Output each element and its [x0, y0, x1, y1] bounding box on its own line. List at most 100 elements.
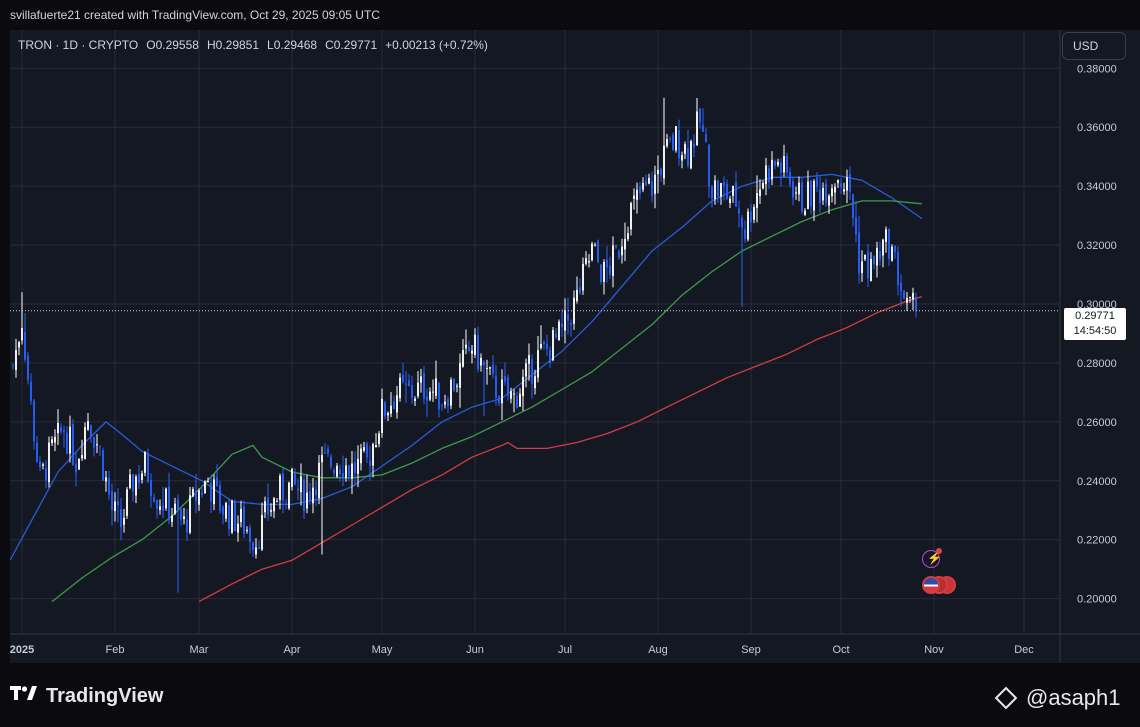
candle-body: [846, 177, 848, 191]
candle-body: [105, 477, 107, 482]
candle-body: [72, 424, 74, 466]
candle-body: [336, 465, 338, 477]
candle-body: [519, 393, 521, 407]
candle-body: [798, 182, 800, 195]
candle-body: [540, 343, 542, 348]
created-credit: svillafuerte21 created with TradingView.…: [10, 8, 380, 22]
tradingview-logo-icon: [10, 684, 38, 708]
candle-body: [609, 265, 611, 275]
candle-body: [630, 203, 632, 230]
candle-body: [681, 155, 683, 161]
candle-body: [111, 490, 113, 511]
candle-body: [885, 229, 887, 243]
candle-body: [495, 375, 497, 399]
candle-body: [624, 238, 626, 250]
price-chart[interactable]: 0.200000.220000.240000.260000.280000.300…: [10, 30, 1140, 663]
candle-body: [534, 376, 536, 389]
candle-body: [93, 436, 95, 448]
candle-body: [288, 482, 290, 509]
candle-body: [507, 377, 509, 396]
candle-body: [411, 385, 413, 398]
candle-body: [651, 181, 653, 197]
candle-body: [279, 475, 281, 501]
candle-body: [762, 182, 764, 189]
candle-body: [879, 251, 881, 260]
candle-body: [249, 527, 251, 543]
candle-body: [240, 508, 242, 523]
candle-body: [849, 174, 851, 192]
candle-body: [204, 481, 206, 494]
candle-body: [525, 363, 527, 377]
candle-body: [771, 159, 773, 180]
candle-body: [156, 500, 158, 509]
candle-body: [831, 188, 833, 197]
candle-body: [876, 247, 878, 266]
candle-body: [33, 400, 35, 442]
candle-body: [576, 289, 578, 302]
price-axis-label: 0.22000: [1077, 535, 1117, 547]
candle-body: [522, 376, 524, 397]
candle-body: [738, 208, 740, 214]
candle-body: [594, 244, 596, 246]
candle-body: [660, 168, 662, 176]
candle-body: [915, 297, 917, 311]
candle-body: [291, 469, 293, 487]
currency-button[interactable]: USD: [1062, 32, 1126, 60]
time-axis-label: Oct: [832, 644, 849, 656]
us-flag-event-icon-front[interactable]: [922, 576, 940, 594]
candle-body: [129, 474, 131, 488]
candle-body: [816, 177, 818, 187]
candle-body: [339, 469, 341, 474]
candle-body: [57, 422, 59, 434]
candle-body: [546, 343, 548, 350]
candle-body: [360, 448, 362, 464]
time-axis-label: Feb: [106, 644, 125, 656]
candle-body: [903, 290, 905, 299]
candle-body: [708, 144, 710, 187]
time-axis-label: Dec: [1014, 644, 1034, 656]
candle-body: [96, 444, 98, 446]
candle-body: [654, 174, 656, 194]
price-axis-label: 0.36000: [1077, 122, 1117, 134]
candle-body: [837, 179, 839, 184]
candle-body: [210, 482, 212, 502]
candle-body: [465, 344, 467, 349]
candle-body: [48, 442, 50, 483]
candle-body: [255, 547, 257, 555]
candle-body: [714, 180, 716, 200]
candle-body: [474, 334, 476, 355]
chart-panel[interactable]: 0.20000 0.22000 0.24000 0.26000 0.28000 0.300…: [10, 30, 1140, 663]
candle-body: [909, 296, 911, 298]
candle-body: [795, 192, 797, 194]
candle-body: [42, 464, 44, 466]
price-axis-label: 0.24000: [1077, 476, 1117, 488]
time-axis-label: Apr: [283, 644, 300, 656]
candle-body: [690, 140, 692, 169]
candle-body: [600, 264, 602, 283]
candle-body: [81, 455, 83, 459]
candle-body: [294, 472, 296, 485]
candle-body: [693, 143, 695, 148]
moving-average-line: [198, 295, 923, 603]
candle-body: [297, 488, 299, 491]
candle-body: [855, 217, 857, 235]
candle-body: [177, 499, 179, 511]
candle-body: [723, 181, 725, 186]
candle-body: [801, 182, 803, 212]
time-axis-label: Jun: [466, 644, 484, 656]
tradingview-logo[interactable]: TradingView: [10, 683, 163, 709]
low-value: 0.29468: [273, 38, 318, 52]
candle-body: [561, 323, 563, 328]
candle-body: [399, 377, 401, 399]
candle-body: [501, 379, 503, 404]
candle-body: [231, 500, 233, 533]
lightning-event-icon[interactable]: ⚡: [922, 548, 942, 568]
change-value: +0.00213 (+0.72%): [385, 38, 488, 52]
candle-body: [363, 447, 365, 451]
candle-body: [102, 450, 104, 481]
candle-body: [159, 506, 161, 511]
candle-body: [750, 211, 752, 223]
candle-body: [252, 542, 254, 551]
tradingview-brand: TradingView: [46, 684, 164, 707]
candle-body: [192, 489, 194, 497]
